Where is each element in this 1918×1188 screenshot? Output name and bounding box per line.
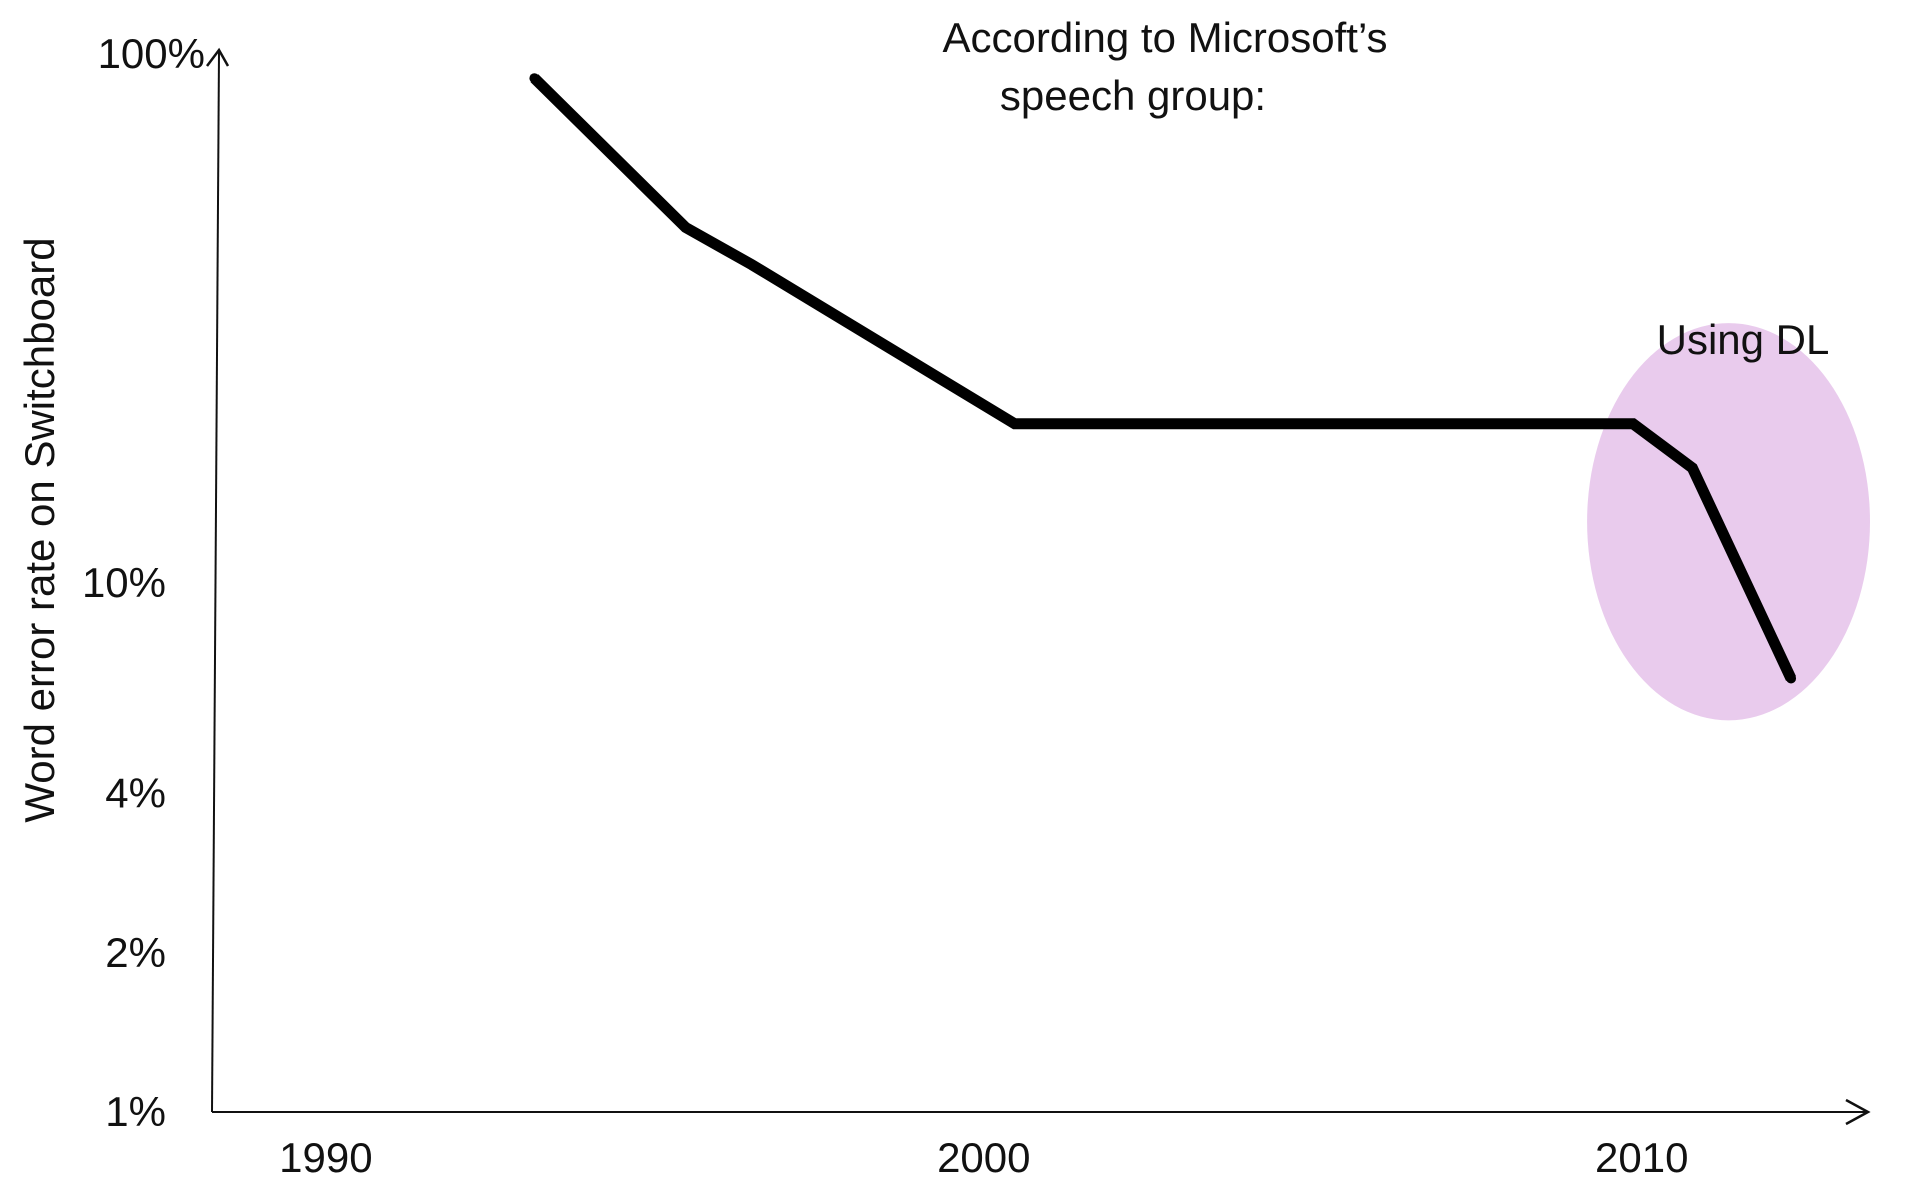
x-tick-label-2010: 2010 <box>1595 1134 1688 1181</box>
data-point-6 <box>1786 673 1797 684</box>
x-tick-label-1990: 1990 <box>279 1134 372 1181</box>
x-tick-labels: 1990 2000 2010 <box>279 1134 1688 1181</box>
y-axis-arrowhead <box>206 47 230 67</box>
data-point-1 <box>680 222 691 233</box>
chart-title-line-1: According to Microsoft’s <box>942 14 1387 61</box>
x-axis-arrowhead <box>1845 1098 1871 1126</box>
y-axis-label: Word error rate on Switchboard <box>16 237 63 822</box>
y-tick-label-2pct: 2% <box>105 929 166 976</box>
chart-title-line-2: speech group: <box>1000 72 1266 119</box>
y-axis <box>211 51 220 1113</box>
data-point-5 <box>1687 462 1698 473</box>
x-tick-label-2000: 2000 <box>937 1134 1030 1181</box>
data-point-3 <box>1009 418 1020 429</box>
data-points <box>529 73 1797 684</box>
data-point-0 <box>529 73 540 84</box>
y-tick-label-4pct: 4% <box>105 770 166 817</box>
y-tick-label-1pct: 1% <box>105 1088 166 1135</box>
data-point-2 <box>746 259 757 270</box>
y-tick-labels: 1% 2% 4% 10% 100% <box>82 30 205 1135</box>
y-tick-label-10pct: 10% <box>82 559 166 606</box>
highlight-ellipse <box>1587 323 1871 721</box>
annotation-using-dl: Using DL <box>1657 316 1830 363</box>
y-tick-label-100pct: 100% <box>98 30 205 77</box>
data-point-4 <box>1628 418 1639 429</box>
